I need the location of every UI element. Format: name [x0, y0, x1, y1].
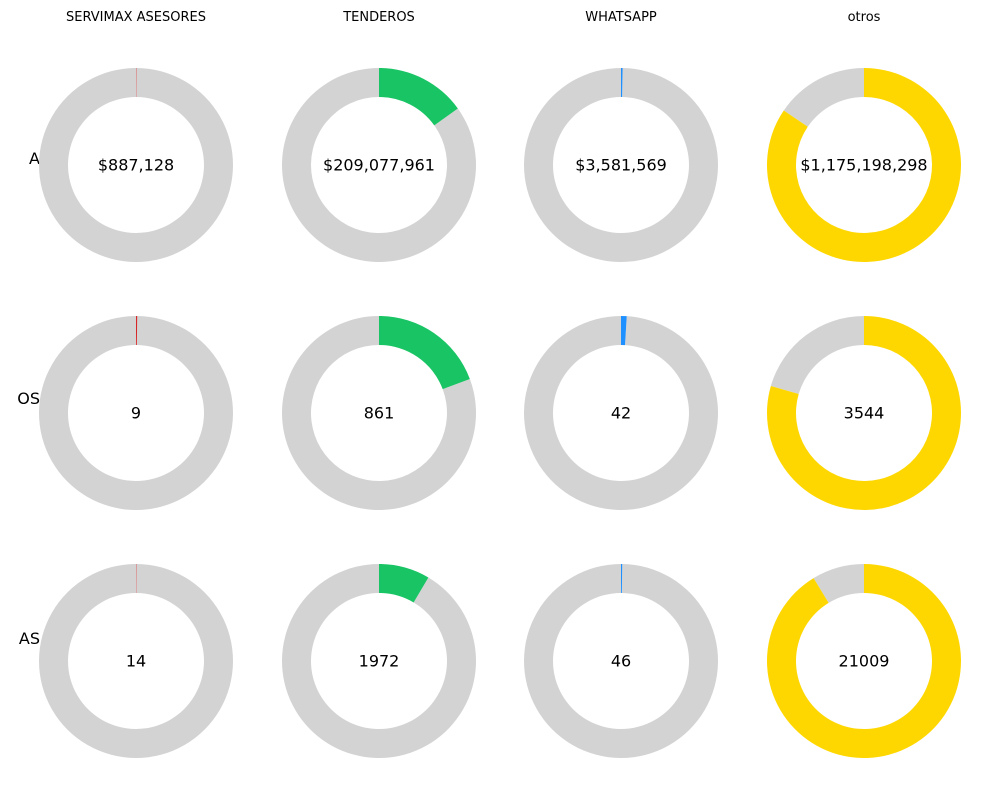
donut-r3-c3: 46	[524, 564, 719, 758]
donut-r1-c3: $3,581,569	[524, 68, 719, 262]
donut-value-slice	[621, 564, 623, 594]
donut-value-slice	[379, 68, 458, 126]
donut-value-slice	[136, 316, 138, 346]
donut-value-slice	[379, 564, 429, 603]
donut-center-label: 3544	[844, 404, 885, 423]
donut-remainder-slice	[39, 316, 234, 510]
donut-remainder-slice	[38, 564, 233, 758]
donut-center-label: 1972	[359, 652, 400, 671]
donut-value-slice	[767, 564, 961, 758]
donut-r2-c1: 9	[39, 316, 234, 510]
donut-r2-c2: 861	[281, 316, 476, 510]
donut-remainder-slice	[281, 316, 476, 510]
donut-center-label: 21009	[839, 652, 890, 671]
donut-r1-c4: $1,175,198,298	[766, 68, 961, 263]
donut-remainder-slice	[770, 316, 864, 395]
donut-remainder-slice	[524, 564, 719, 758]
donut-remainder-slice	[281, 68, 476, 263]
donut-value-slice	[766, 68, 961, 263]
donut-value-slice	[621, 316, 627, 346]
donut-remainder-slice	[524, 316, 719, 510]
donut-r3-c4: 21009	[767, 564, 961, 758]
donut-center-label: 42	[611, 404, 631, 423]
donut-remainder-slice	[524, 68, 719, 262]
donut-center-label: $209,077,961	[323, 156, 435, 175]
donut-center-label: $1,175,198,298	[800, 156, 927, 175]
donut-value-slice	[621, 68, 623, 98]
donut-center-label: 861	[364, 404, 395, 423]
donut-center-label: $887,128	[98, 156, 174, 175]
donut-remainder-slice	[39, 68, 234, 263]
donut-r1-c1: $887,128	[39, 68, 234, 263]
donut-remainder-slice	[783, 68, 864, 127]
donut-r1-c2: $209,077,961	[281, 68, 476, 263]
row-label-1: A	[29, 149, 40, 168]
donut-r3-c1: 14	[38, 564, 233, 758]
donut-value-slice	[766, 316, 961, 510]
donut-value-slice	[379, 316, 470, 390]
donut-r2-c4: 3544	[766, 316, 961, 510]
donut-center-label: 9	[131, 404, 141, 423]
donut-remainder-slice	[282, 564, 476, 759]
donut-remainder-slice	[813, 564, 864, 603]
row-label-3: AS	[18, 629, 40, 648]
donut-center-label: $3,581,569	[575, 156, 667, 175]
row-label-2: OS	[17, 389, 40, 408]
donut-r2-c3: 42	[524, 316, 719, 510]
column-title-1: SERVIMAX ASESORES	[65, 10, 206, 25]
column-title-2: TENDEROS	[343, 10, 415, 25]
column-title-3: WHATSAPP	[585, 10, 657, 25]
donut-r3-c2: 1972	[282, 564, 476, 759]
donut-center-label: 14	[126, 652, 146, 671]
column-title-4: otros	[847, 10, 881, 25]
donut-center-label: 46	[611, 652, 631, 671]
